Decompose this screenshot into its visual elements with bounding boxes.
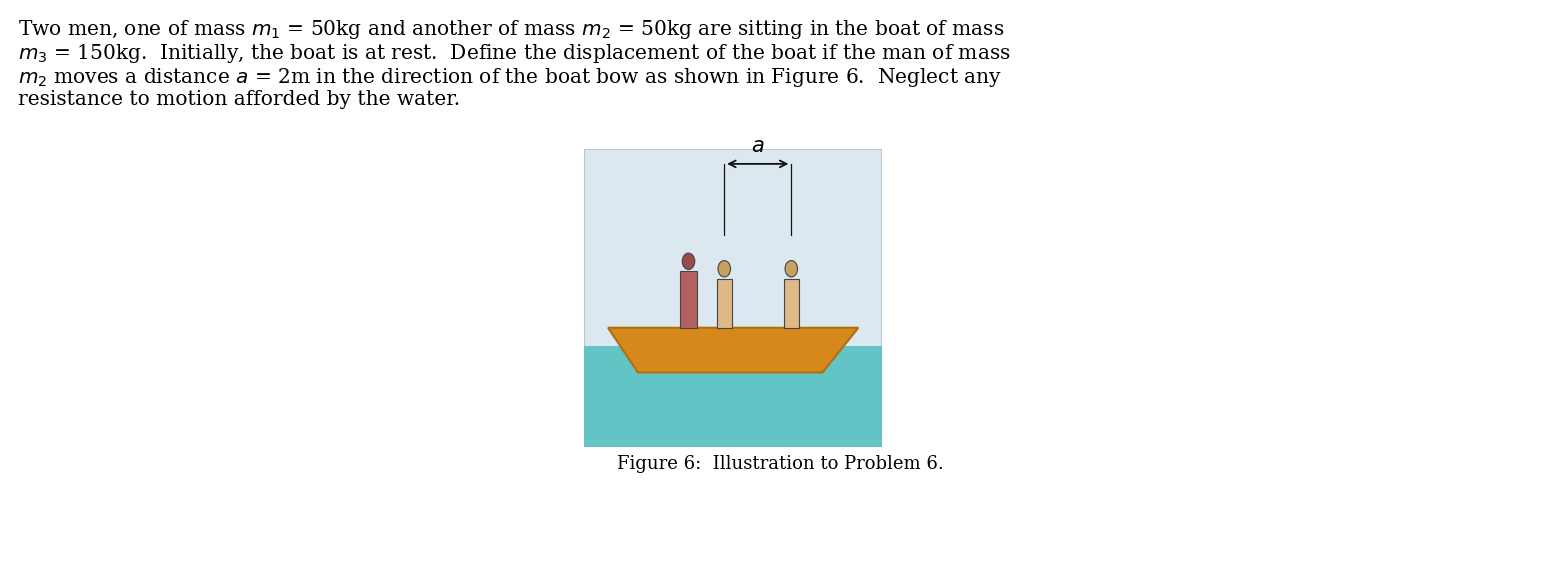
Bar: [680, 271, 697, 328]
Text: $m_2$ moves a distance $a$ = 2m in the direction of the boat bow as shown in Fig: $m_2$ moves a distance $a$ = 2m in the d…: [19, 66, 1002, 89]
Bar: [716, 278, 732, 328]
Text: resistance to motion afforded by the water.: resistance to motion afforded by the wat…: [19, 90, 460, 109]
Text: Figure 6:  Illustration to Problem 6.: Figure 6: Illustration to Problem 6.: [616, 455, 944, 473]
Polygon shape: [608, 328, 858, 372]
Bar: [783, 278, 799, 328]
Text: $a$: $a$: [750, 138, 764, 156]
Ellipse shape: [682, 253, 694, 269]
Bar: [583, 346, 883, 447]
Ellipse shape: [718, 261, 730, 277]
Text: $m_3$ = 150kg.  Initially, the boat is at rest.  Define the displacement of the : $m_3$ = 150kg. Initially, the boat is at…: [19, 42, 1011, 65]
Text: Two men, one of mass $m_1$ = 50kg and another of mass $m_2$ = 50kg are sitting i: Two men, one of mass $m_1$ = 50kg and an…: [19, 18, 1005, 41]
Ellipse shape: [785, 261, 797, 277]
